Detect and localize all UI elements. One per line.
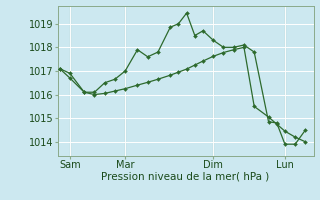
X-axis label: Pression niveau de la mer( hPa ): Pression niveau de la mer( hPa ) [101,172,270,182]
